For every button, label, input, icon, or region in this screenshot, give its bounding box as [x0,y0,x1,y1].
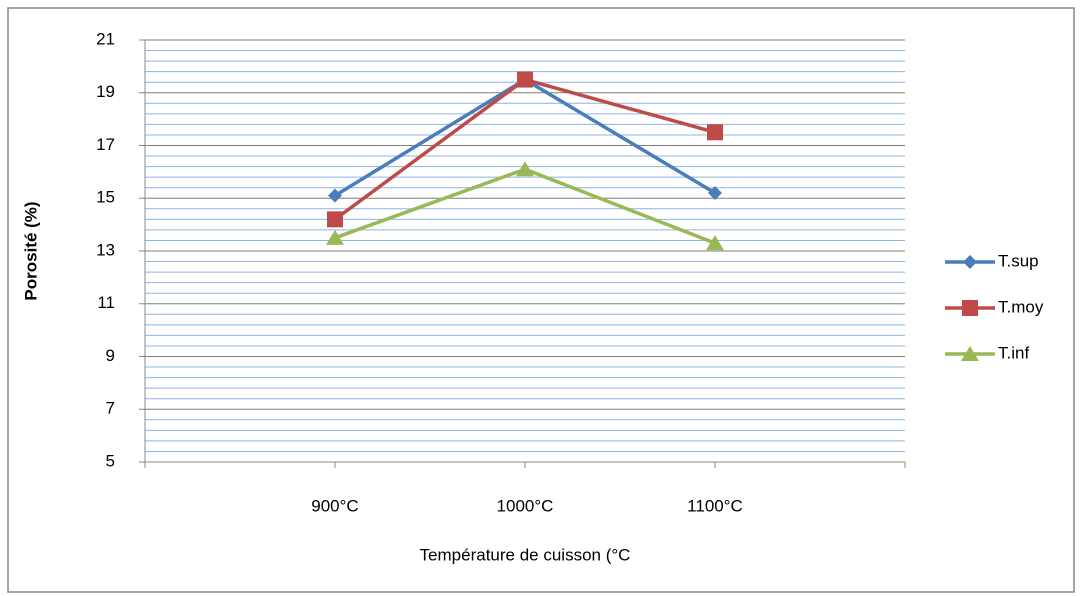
marker [706,235,724,251]
y-tick-label: 15 [96,188,115,207]
legend-marker [963,255,977,269]
legend-label: T.sup [998,251,1039,270]
marker [517,71,533,88]
y-tick-label: 17 [96,135,115,154]
x-tick-label: 1000°C [497,496,554,515]
x-tick-label: 1100°C [687,496,743,515]
marker [328,188,342,203]
legend-marker [961,346,979,361]
marker [516,161,534,177]
y-tick-label: 11 [97,293,115,312]
legend-marker [962,300,978,316]
x-tick-label: 900°C [311,496,358,515]
chart-frame [7,7,1075,593]
marker [327,211,343,228]
y-tick-label: 5 [106,451,115,470]
x-axis-label: Température de cuisson (°C [420,545,631,564]
y-tick-label: 7 [106,399,115,418]
marker [707,124,723,141]
marker [326,229,344,245]
marker [708,185,722,200]
y-tick-label: 9 [106,346,115,365]
y-axis-label: Porosité (%) [21,201,40,300]
legend-label: T.moy [998,297,1044,316]
y-tick-label: 21 [96,29,115,48]
y-tick-label: 13 [96,240,115,259]
y-tick-label: 19 [96,82,115,101]
legend-label: T.inf [998,343,1029,362]
